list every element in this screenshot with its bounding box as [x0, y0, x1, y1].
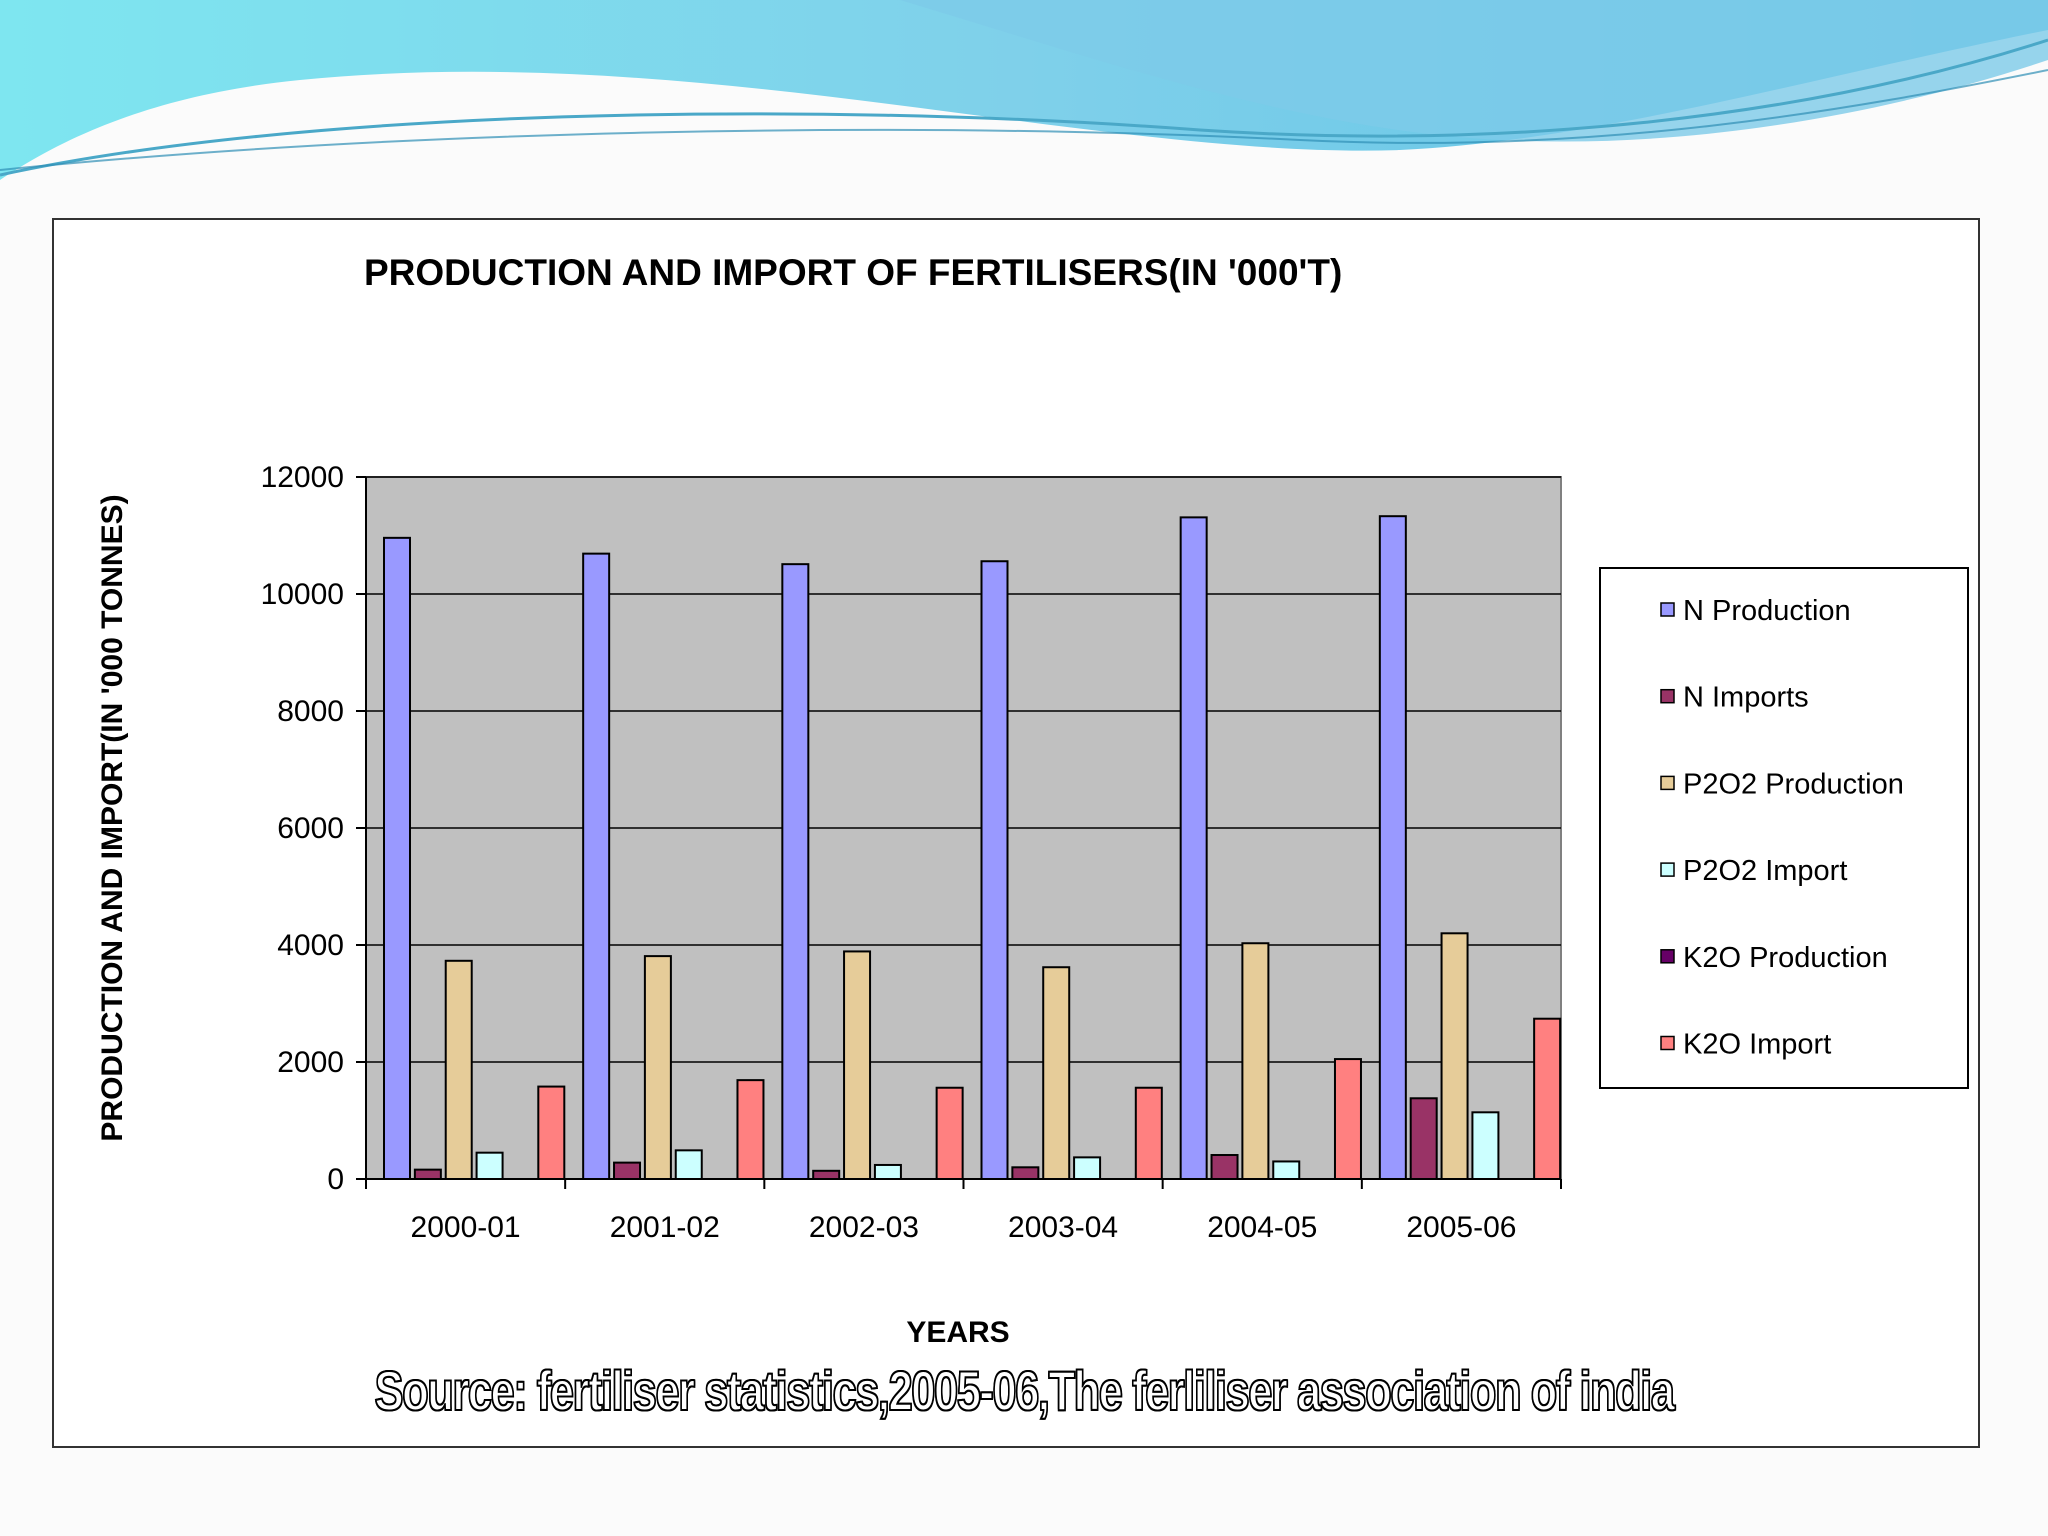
- y-tick-label: 8000: [277, 695, 344, 728]
- bar-p2o2-import-2002-03: [873, 1163, 902, 1180]
- bar-p2o2-production-2002-03: [843, 950, 872, 1180]
- source-note: Source: fertiliser statistics,2005-06,Th…: [374, 1358, 1676, 1423]
- bar-n-production-2003-04: [980, 560, 1009, 1180]
- bar-p2o2-import-2003-04: [1073, 1156, 1102, 1180]
- chart-title: PRODUCTION AND IMPORT OF FERTILISERS(IN …: [364, 252, 1342, 293]
- bar-n-imports-2000-01: [413, 1168, 442, 1181]
- bar-k2o-import-2000-01: [537, 1085, 566, 1180]
- bar-n-imports-2005-06: [1409, 1097, 1438, 1181]
- bar-k2o-import-2001-02: [736, 1079, 765, 1181]
- bar-p2o2-import-2000-01: [475, 1151, 504, 1181]
- bar-n-production-2000-01: [383, 536, 411, 1180]
- x-axis-title: YEARS: [906, 1316, 1009, 1349]
- legend-swatch: [1660, 775, 1675, 791]
- y-axis-title: PRODUCTION AND IMPORT(IN '000 TONNES): [96, 494, 129, 1141]
- bar-p2o2-production-2004-05: [1241, 942, 1270, 1180]
- y-tick-label: 2000: [277, 1046, 344, 1079]
- legend-label: K2O Production: [1683, 942, 1888, 974]
- x-tick-label: 2005-06: [1406, 1211, 1516, 1244]
- legend-label: K2O Import: [1683, 1029, 1831, 1061]
- y-tick-label: 0: [327, 1163, 344, 1196]
- bar-n-imports-2003-04: [1011, 1166, 1040, 1181]
- bar-p2o2-production-2003-04: [1042, 966, 1071, 1180]
- y-tick-label: 12000: [261, 461, 344, 494]
- legend-label: P2O2 Import: [1683, 855, 1847, 887]
- bar-k2o-import-2002-03: [935, 1086, 964, 1180]
- x-tick-label: 2002-03: [809, 1211, 919, 1244]
- bar-p2o2-production-2001-02: [643, 955, 672, 1180]
- bar-k2o-import-2004-05: [1333, 1058, 1362, 1180]
- x-axis-ticks: 2000-01 2001-02 2002-03 2003-04 2004-05 2005-…: [365, 1179, 1562, 1244]
- bars-group: [383, 515, 1562, 1181]
- bar-p2o2-import-2005-06: [1471, 1111, 1500, 1181]
- bar-p2o2-production-2000-01: [444, 959, 473, 1180]
- bar-p2o2-import-2001-02: [674, 1149, 703, 1180]
- bar-k2o-import-2005-06: [1533, 1017, 1562, 1181]
- legend-swatch: [1660, 1035, 1675, 1051]
- bar-p2o2-production-2005-06: [1440, 932, 1469, 1180]
- bar-n-imports-2001-02: [613, 1161, 642, 1180]
- legend-swatch: [1660, 949, 1675, 964]
- bar-n-imports-2004-05: [1210, 1154, 1239, 1181]
- y-tick-label: 4000: [277, 929, 344, 962]
- x-tick-label: 2003-04: [1008, 1211, 1118, 1244]
- legend-swatch: [1660, 688, 1675, 704]
- legend-swatch: [1660, 602, 1675, 617]
- bar-n-imports-2002-03: [812, 1169, 841, 1181]
- y-tick-label: 6000: [277, 812, 344, 845]
- bar-n-production-2001-02: [582, 552, 611, 1180]
- legend-label: N Production: [1683, 595, 1851, 627]
- legend: N Production N Imports P2O2 Production P2O2…: [1660, 595, 1904, 1061]
- x-tick-label: 2004-05: [1207, 1211, 1317, 1244]
- gridlines: [366, 476, 1561, 1063]
- bar-p2o2-import-2004-05: [1272, 1160, 1301, 1180]
- bar-k2o-import-2003-04: [1134, 1086, 1163, 1180]
- legend-box: [1599, 567, 1969, 1089]
- legend-label: P2O2 Production: [1683, 768, 1904, 800]
- legend-label: N Imports: [1683, 682, 1809, 714]
- x-tick-label: 2000-01: [411, 1211, 521, 1244]
- x-tick-label: 2001-02: [610, 1211, 720, 1244]
- bar-n-production-2005-06: [1378, 515, 1407, 1180]
- bar-n-production-2004-05: [1179, 516, 1208, 1180]
- bar-n-production-2002-03: [781, 563, 810, 1180]
- y-tick-label: 10000: [261, 578, 344, 611]
- y-axis-ticks: 0 2000 4000 6000 8000 10000 12000: [261, 461, 366, 1196]
- legend-swatch: [1660, 862, 1675, 877]
